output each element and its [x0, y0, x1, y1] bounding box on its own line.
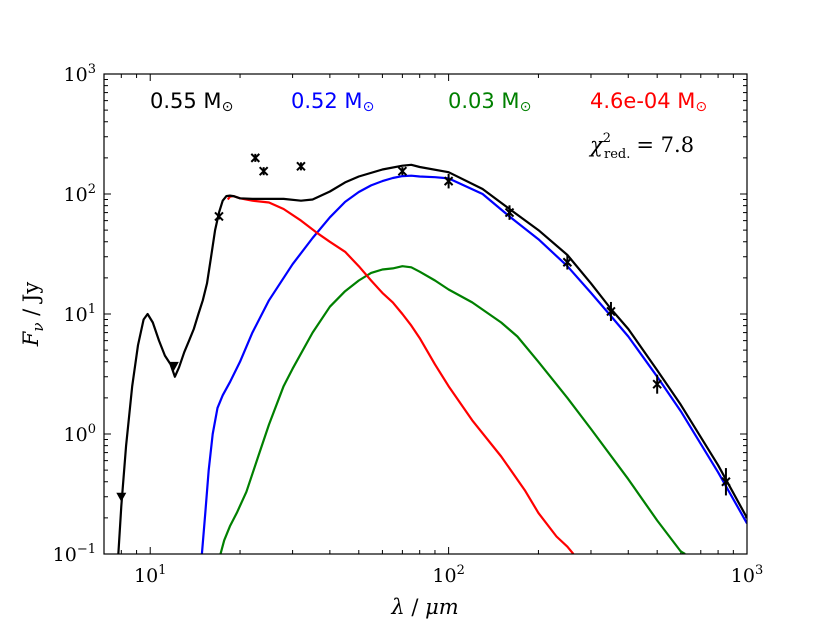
data-point-marker [397, 166, 408, 176]
legend-label-blue: 0.52 M⊙ [291, 89, 374, 115]
series-line-0-52-msun [200, 174, 747, 554]
y-tick-label: 10−1 [53, 542, 96, 566]
y-tick-label: 100 [64, 422, 96, 446]
y-tick-label: 101 [64, 302, 96, 326]
series-line-total [117, 163, 747, 554]
x-axis-label: λ / μm [390, 595, 458, 619]
x-tick-label: 101 [134, 563, 166, 587]
legend-label-green: 0.03 M⊙ [448, 89, 531, 115]
series-line-0-03-msun [219, 265, 686, 554]
data-point-marker [562, 257, 573, 267]
x-tick-label: 103 [731, 563, 763, 587]
legend-label-red: 4.6e-04 M⊙ [590, 89, 707, 115]
series-layer [117, 163, 747, 554]
data-point-marker [443, 176, 454, 186]
y-tick-label: 102 [64, 182, 96, 206]
data-point-marker [258, 166, 269, 176]
data-point-marker [250, 153, 261, 163]
upper-limit-marker [116, 492, 127, 502]
data-point-marker [504, 207, 515, 218]
data-point-marker [606, 306, 616, 317]
legend-label-total: 0.55 M⊙ [150, 89, 233, 115]
data-point-marker [652, 379, 662, 389]
upper-limit-marker [168, 361, 179, 371]
data-point-marker [721, 477, 731, 487]
y-tick-label: 103 [64, 62, 96, 86]
y-axis-label: Fν / Jy [19, 282, 47, 348]
data-point-marker [296, 161, 306, 172]
points-layer [116, 153, 731, 502]
chi-squared-annotation: χ2 red. = 7.8 [588, 131, 694, 162]
plot-frame [103, 73, 748, 555]
ticks-layer: 101 102 103 10−1 100 101 102 103 [53, 62, 764, 587]
x-tick-label: 102 [432, 563, 464, 587]
series-line-4-6e-04-msun [226, 195, 575, 554]
data-point-marker [214, 211, 224, 222]
